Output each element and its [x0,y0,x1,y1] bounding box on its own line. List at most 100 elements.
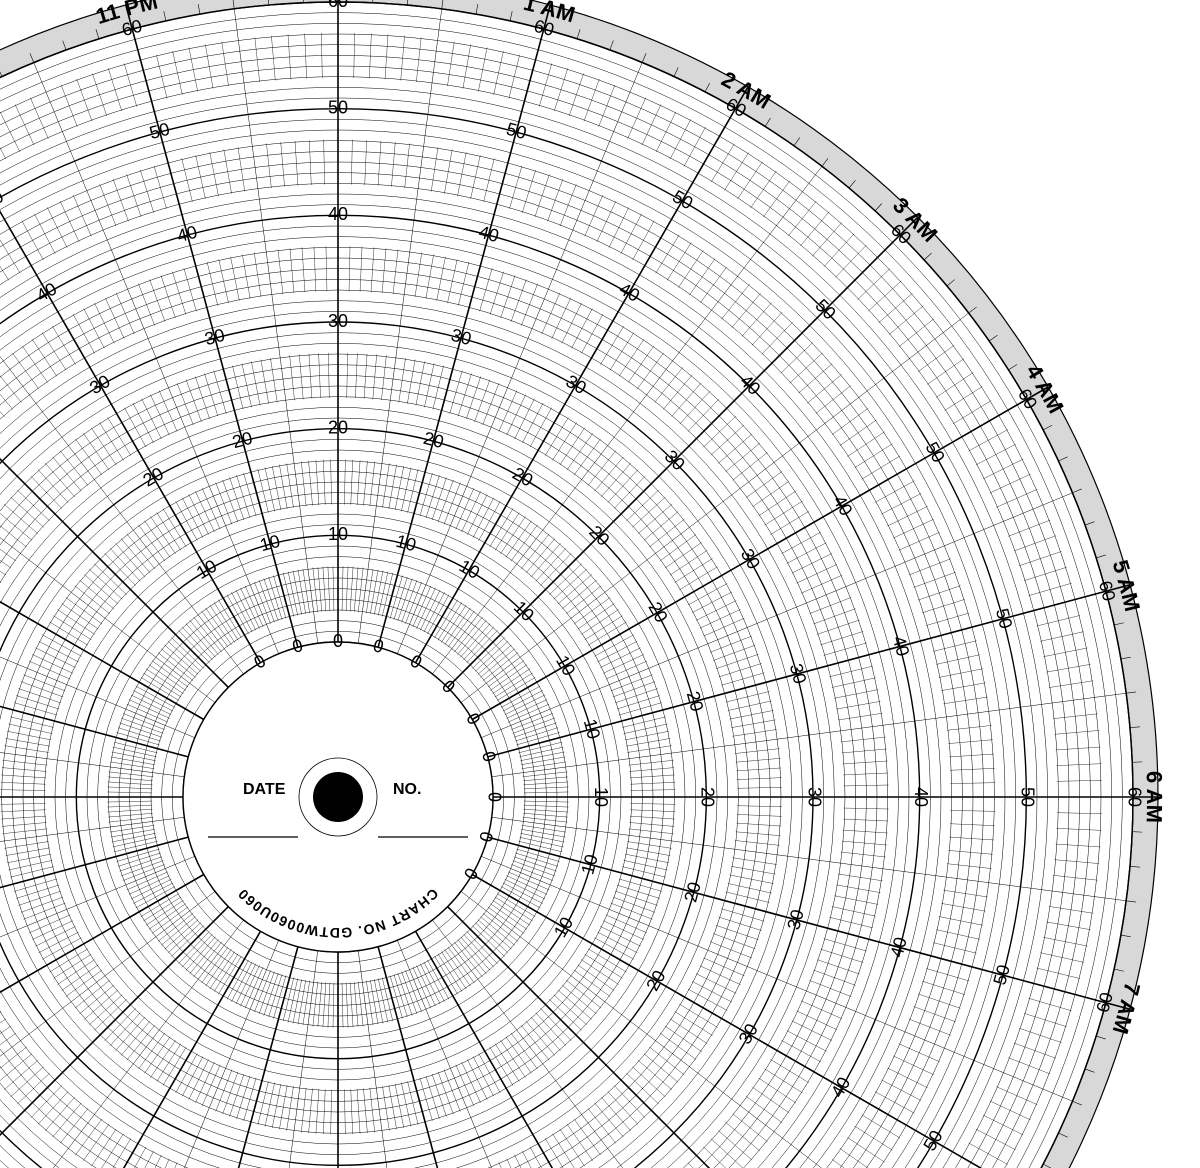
tick-spoke [829,666,873,677]
tick-spoke [868,281,901,311]
tick-spoke [219,259,229,303]
tick-spoke [254,582,270,624]
tick-spoke [483,383,499,425]
tick-spoke [161,649,195,678]
tick-spoke [113,747,157,757]
tick-spoke [111,757,155,765]
tick-spoke [399,358,406,402]
scale-label: 50 [669,186,696,213]
tick-spoke [420,1078,433,1121]
tick-spoke [38,470,68,503]
tick-spoke [168,641,201,671]
tick-spoke [610,333,634,371]
tick-spoke [788,201,816,236]
tick-spoke [990,1101,1031,1120]
tick-spoke [108,417,131,455]
tick-spoke [790,353,823,383]
tick-spoke [242,363,252,407]
tick-spoke [1046,664,1090,672]
tick-spoke [458,152,467,196]
tick-spoke [158,913,193,941]
tick-spoke [834,896,878,905]
half-hour-spoke [0,493,195,738]
tick-spoke [771,1059,809,1082]
scale-label: 10 [591,787,611,807]
tick-spoke [484,158,495,202]
center-hole [313,772,363,822]
tick-spoke [746,471,782,497]
tick-spoke [19,689,61,703]
tick-spoke [721,909,764,922]
tick-spoke [554,569,587,599]
tick-spoke [816,386,851,414]
tick-spoke [218,956,241,994]
tick-spoke [601,1097,631,1131]
tick-spoke [462,1062,481,1103]
tick-spoke [231,962,252,1002]
tick-spoke [511,864,553,880]
scale-label: 20 [698,787,718,807]
tick-spoke [562,580,596,609]
tick-spoke [0,367,21,402]
tick-spoke [507,395,526,436]
tick-spoke [976,1129,1016,1150]
tick-spoke [945,386,983,410]
tick-spoke [150,1159,169,1168]
tick-spoke [711,1139,744,1168]
tick-spoke [626,738,670,746]
tick-spoke [649,1047,684,1075]
tick-spoke [288,979,298,1023]
minor-ring [0,87,1048,1168]
tick-spoke [617,696,660,709]
scale-label: 10 [577,852,602,877]
tick-spoke [562,303,582,343]
scale-label: 20 [680,880,705,905]
tick-spoke [600,648,640,668]
tick-spoke [953,401,991,424]
scale-label: 20 [140,463,167,490]
tick-spoke [936,655,980,665]
tick-spoke [124,63,137,106]
tick-spoke [448,611,474,647]
tick-spoke [595,1103,624,1137]
tick-spoke [730,710,774,719]
no-label: NO. [393,781,421,798]
tick-spoke [855,444,893,468]
tick-spoke [467,494,487,534]
tick-spoke [5,746,49,753]
tick-spoke [531,1017,561,1051]
tick-spoke [887,1068,927,1088]
tick-spoke [272,1084,281,1128]
tick-spoke [17,1073,49,1104]
tick-spoke [230,478,244,520]
tick-spoke [395,1084,404,1128]
scale-label: 40 [616,279,643,306]
tick-spoke [526,539,555,573]
tick-spoke [417,588,436,629]
scale-label: 40 [911,787,931,807]
scale-label: 40 [886,935,911,960]
tick-spoke [426,1076,439,1119]
tick-spoke [813,970,855,985]
tick-spoke [105,298,124,339]
tick-spoke [812,223,842,257]
half-hour-spoke [0,856,195,1101]
tick-spoke [619,879,662,892]
scale-label: 20 [421,428,446,453]
tick-spoke [133,690,173,711]
tick-spoke [507,699,548,718]
tick-spoke [184,268,197,311]
scale-label: 20 [642,967,669,994]
tick-spoke [595,457,624,491]
tick-spoke [35,648,75,668]
tick-spoke [679,1004,717,1027]
tick-spoke [32,654,73,673]
tick-spoke [813,609,855,624]
tick-spoke [711,425,744,455]
tick-spoke [89,569,122,599]
tick-spoke [207,262,218,306]
tick-spoke [127,534,155,569]
tick-spoke [89,995,122,1025]
tick-spoke [688,399,719,431]
tick-spoke [621,214,642,254]
